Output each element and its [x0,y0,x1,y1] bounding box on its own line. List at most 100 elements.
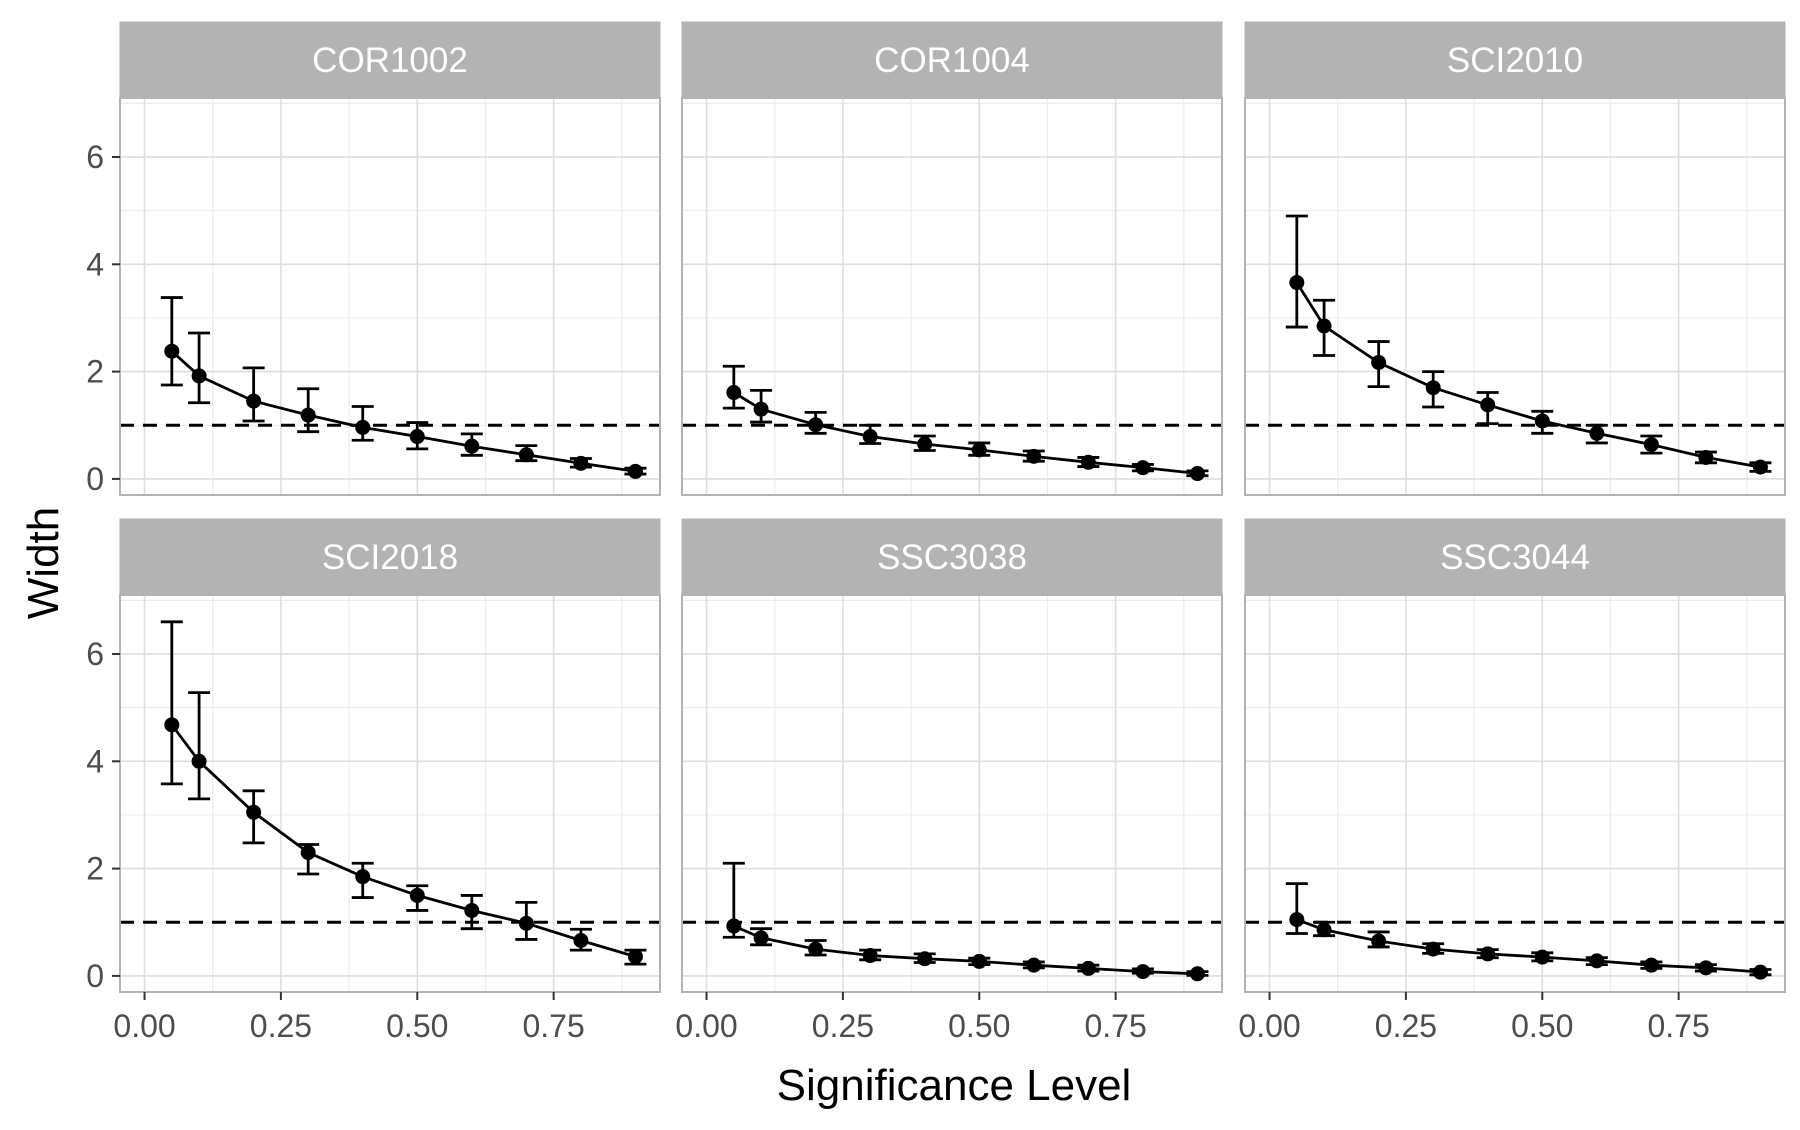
data-point [1643,957,1659,973]
x-tick-label: 0.75 [1647,1008,1709,1044]
data-point [862,429,878,445]
data-point [164,343,180,359]
facet-strip-label: SCI2018 [322,538,458,577]
panel-border [119,594,661,993]
data-point [1371,354,1387,370]
data-point [191,368,207,384]
data-point [917,951,933,967]
y-tick-label: 0 [86,958,104,994]
facet-strip [1244,21,1786,99]
panel-border [119,97,661,496]
x-tick-label: 0.50 [1511,1008,1573,1044]
x-tick-label: 0.00 [675,1008,737,1044]
data-point [1080,454,1096,470]
data-point [808,941,824,957]
panel-border [1244,594,1786,993]
data-point [246,393,262,409]
panel-sci2010: SCI2010 [1244,21,1786,496]
data-point [862,948,878,964]
x-tick-label: 0.75 [522,1008,584,1044]
facet-strip-label: SCI2010 [1447,41,1583,80]
data-point [1698,449,1714,465]
data-point [573,455,589,471]
panel-border [681,97,1223,496]
facet-strip-label: SSC3044 [1440,538,1590,577]
data-point [1189,466,1205,482]
data-point [1289,275,1305,291]
facet-strip-label: SSC3038 [877,538,1027,577]
data-point [355,419,371,435]
series-line [1295,281,1761,469]
x-tick-label: 0.25 [812,1008,874,1044]
data-point [753,930,769,946]
facet-strip [119,21,661,99]
error-bar [188,691,211,801]
x-tick-label: 0.00 [113,1008,175,1044]
y-tick-label: 4 [86,743,104,779]
data-point [1698,960,1714,976]
plot-area [120,98,660,495]
data-point [753,401,769,417]
data-point [1189,966,1205,982]
y-tick-label: 6 [86,139,104,175]
data-point [627,949,643,965]
panel-cor1002: COR1002 0 2 4 6 [86,21,661,497]
data-point [917,436,933,452]
data-point [808,417,824,433]
data-point [726,918,742,934]
plot-area [682,98,1222,495]
series-line [1296,918,1761,974]
x-tick-label: 0.50 [948,1008,1010,1044]
data-point [409,429,425,445]
plot-area [1245,595,1785,992]
x-tick-label: 0.75 [1084,1008,1146,1044]
y-tick-label: 0 [86,461,104,497]
facet-strip [681,21,1223,99]
data-point [191,753,207,769]
x-tick-label: 0.50 [386,1008,448,1044]
panel-ssc3038: SSC3038 0.00 0.25 0.50 0.75 [675,518,1223,1044]
y-tick-label: 6 [86,636,104,672]
error-bar [1285,214,1308,329]
facet-strip [1244,518,1786,596]
series-line [170,723,636,958]
data-point [518,915,534,931]
y-tick-label: 2 [86,851,104,887]
data-point [1135,964,1151,980]
y-tick-label: 2 [86,354,104,390]
data-point [1316,318,1332,334]
data-point [726,385,742,401]
error-bar [188,331,211,405]
x-tick-label: 0.00 [1238,1008,1300,1044]
x-tick-label: 0.25 [250,1008,312,1044]
facet-strip-label: COR1004 [874,41,1030,80]
data-point [1425,380,1441,396]
plot-area [682,595,1222,992]
data-point [1752,964,1768,980]
data-point [1752,459,1768,475]
data-point [409,887,425,903]
data-point [1643,437,1659,453]
y-tick-label: 4 [86,246,104,282]
data-point [1135,460,1151,476]
data-point [464,902,480,918]
data-point [1534,413,1550,429]
series-line [733,391,1198,475]
data-point [573,932,589,948]
panel-ssc3044: SSC3044 0.00 0.25 0.50 0.75 [1238,518,1786,1044]
data-point [164,717,180,733]
data-point [246,804,262,820]
data-point [1316,922,1332,938]
data-point [1480,946,1496,962]
data-point [1289,912,1305,928]
facet-strip [681,518,1223,596]
panel-cor1004: COR1004 [681,21,1223,496]
series-line [170,350,636,473]
data-point [300,407,316,423]
data-point [1080,960,1096,976]
data-point [1589,425,1605,441]
data-point [1026,448,1042,464]
plot-area [1245,98,1785,495]
